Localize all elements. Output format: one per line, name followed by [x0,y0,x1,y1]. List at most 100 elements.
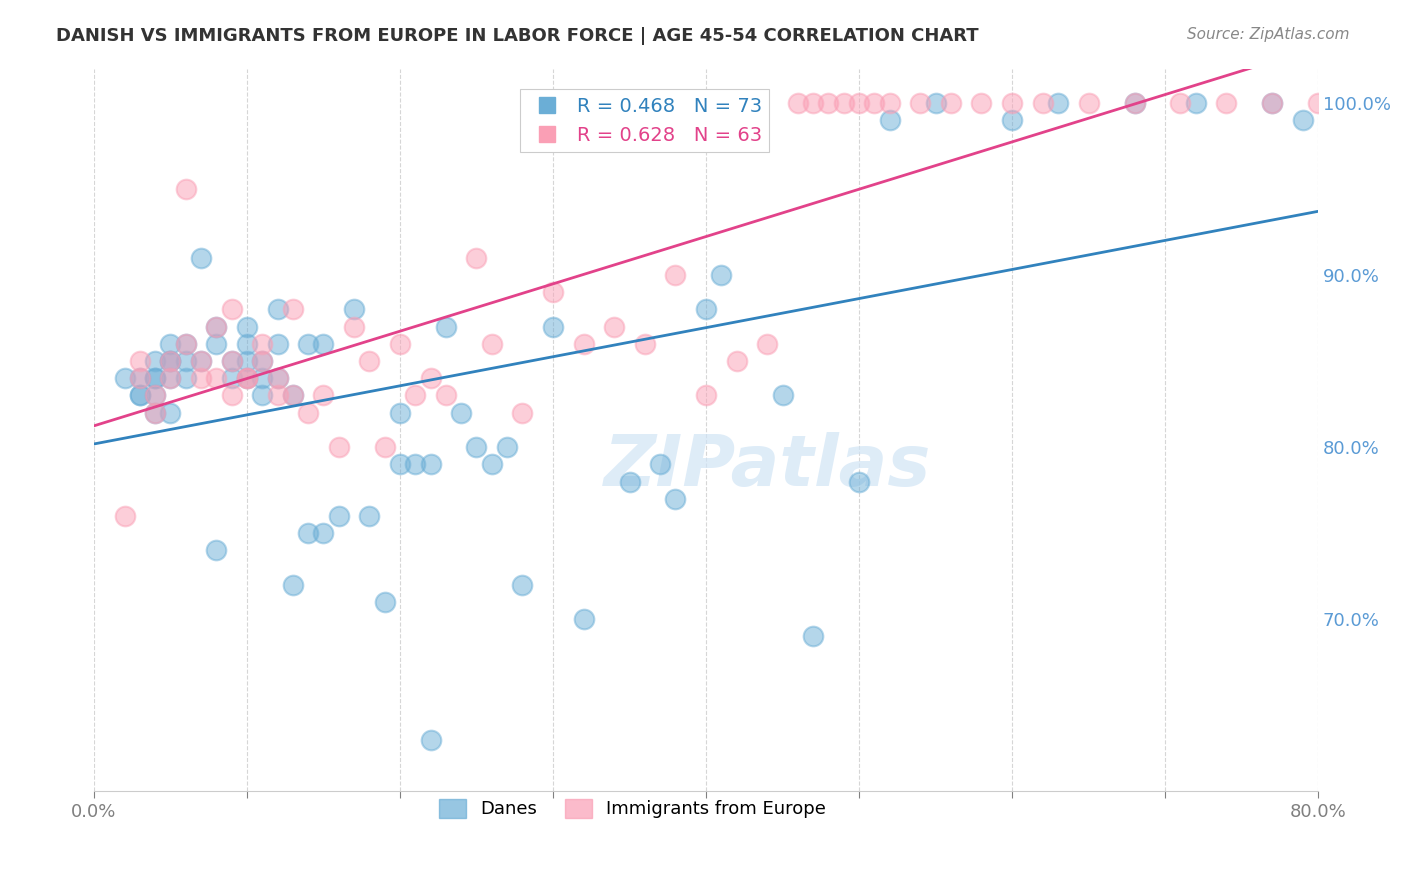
Point [312,526,335,541]
Point [801,95,824,110]
Point [1001,113,1024,128]
Point [924,95,946,110]
Point [281,302,304,317]
Point [786,95,808,110]
Point [572,336,595,351]
Point [221,354,243,368]
Point [205,543,228,558]
Point [328,440,350,454]
Point [266,388,288,402]
Point [281,388,304,402]
Point [419,371,441,385]
Point [190,371,212,385]
Point [128,354,150,368]
Point [236,354,259,368]
Point [343,302,366,317]
Point [159,371,181,385]
Point [128,388,150,402]
Point [481,336,503,351]
Point [419,732,441,747]
Point [879,95,901,110]
Point [695,388,717,402]
Point [297,526,319,541]
Point [143,388,166,402]
Point [1170,95,1192,110]
Point [1215,95,1237,110]
Point [281,388,304,402]
Point [419,458,441,472]
Point [695,302,717,317]
Point [1001,95,1024,110]
Point [159,406,181,420]
Point [879,113,901,128]
Point [236,371,259,385]
Point [512,406,534,420]
Point [772,388,794,402]
Text: DANISH VS IMMIGRANTS FROM EUROPE IN LABOR FORCE | AGE 45-54 CORRELATION CHART: DANISH VS IMMIGRANTS FROM EUROPE IN LABO… [56,27,979,45]
Point [205,319,228,334]
Point [236,371,259,385]
Legend: Danes, Immigrants from Europe: Danes, Immigrants from Europe [432,792,834,826]
Point [1308,95,1330,110]
Point [619,475,641,489]
Point [343,319,366,334]
Point [312,336,335,351]
Point [650,458,672,472]
Point [159,354,181,368]
Point [725,354,748,368]
Point [832,95,855,110]
Point [143,371,166,385]
Point [128,371,150,385]
Point [710,268,733,282]
Point [221,388,243,402]
Point [143,388,166,402]
Point [174,354,197,368]
Point [434,319,457,334]
Point [465,440,488,454]
Point [159,336,181,351]
Point [817,95,839,110]
Point [205,319,228,334]
Point [374,595,396,609]
Point [221,371,243,385]
Point [252,336,274,351]
Point [1123,95,1146,110]
Point [359,508,381,523]
Point [252,354,274,368]
Point [205,336,228,351]
Point [801,629,824,643]
Point [496,440,519,454]
Point [910,95,932,110]
Point [512,578,534,592]
Point [252,388,274,402]
Point [359,354,381,368]
Text: ZIPatlas: ZIPatlas [603,432,931,500]
Point [388,458,411,472]
Point [143,354,166,368]
Point [174,336,197,351]
Point [848,475,870,489]
Point [143,371,166,385]
Point [481,458,503,472]
Point [221,302,243,317]
Point [266,336,288,351]
Point [1261,95,1284,110]
Point [252,371,274,385]
Point [143,406,166,420]
Text: Source: ZipAtlas.com: Source: ZipAtlas.com [1187,27,1350,42]
Point [465,251,488,265]
Point [128,388,150,402]
Point [205,371,228,385]
Point [1032,95,1054,110]
Point [252,354,274,368]
Point [221,354,243,368]
Point [970,95,993,110]
Point [434,388,457,402]
Point [388,406,411,420]
Point [572,612,595,626]
Point [143,406,166,420]
Point [297,406,319,420]
Point [1077,95,1099,110]
Point [848,95,870,110]
Point [374,440,396,454]
